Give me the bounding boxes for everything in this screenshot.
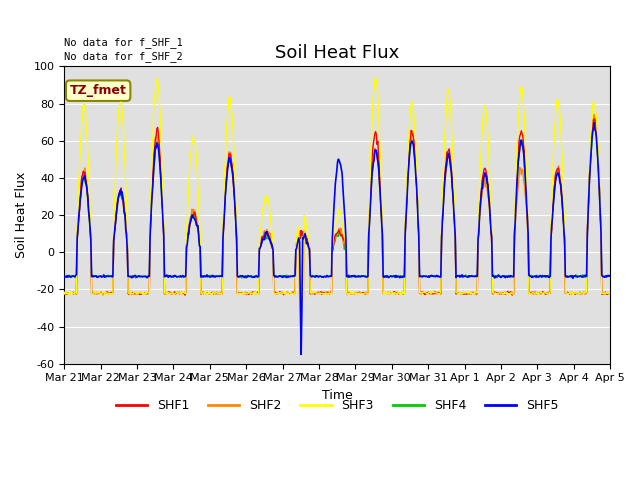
SHF4 (60, 274, 68, 279)
SHF4 (211, 274, 218, 279)
SHF4 (238, 275, 246, 281)
SHF2 (211, 290, 218, 296)
SHF4 (590, 120, 598, 126)
Text: No data for f_SHF_1: No data for f_SHF_1 (64, 36, 183, 48)
Legend: SHF1, SHF2, SHF3, SHF4, SHF5: SHF1, SHF2, SHF3, SHF4, SHF5 (111, 394, 564, 417)
SHF2 (420, 290, 428, 296)
SHF2 (404, 166, 412, 172)
Line: SHF2: SHF2 (64, 114, 610, 299)
Y-axis label: Soil Heat Flux: Soil Heat Flux (15, 172, 28, 258)
SHF5 (60, 275, 68, 280)
SHF3 (70, 291, 78, 297)
SHF3 (421, 289, 429, 295)
SHF5 (211, 274, 218, 279)
SHF1 (606, 290, 614, 296)
SHF4 (182, 274, 189, 279)
Title: Soil Heat Flux: Soil Heat Flux (275, 44, 399, 62)
SHF1 (70, 289, 78, 295)
SHF3 (127, 289, 134, 295)
SHF3 (211, 291, 218, 297)
Text: No data for f_SHF_2: No data for f_SHF_2 (64, 51, 183, 62)
SHF2 (127, 289, 134, 295)
Line: SHF5: SHF5 (64, 122, 610, 354)
SHF5 (420, 273, 428, 279)
SHF5 (404, 170, 412, 176)
X-axis label: Time: Time (322, 389, 353, 402)
SHF1 (420, 289, 428, 295)
SHF5 (590, 120, 598, 125)
SHF3 (296, 301, 303, 307)
SHF2 (296, 296, 303, 301)
SHF1 (182, 243, 190, 249)
SHF3 (405, 132, 413, 137)
SHF2 (182, 290, 189, 296)
SHF5 (606, 273, 614, 279)
SHF5 (127, 274, 134, 280)
SHF4 (70, 273, 78, 279)
SHF4 (404, 170, 412, 176)
SHF1 (211, 290, 219, 296)
SHF3 (182, 291, 189, 297)
SHF1 (181, 292, 189, 298)
SHF4 (420, 273, 428, 279)
SHF4 (127, 274, 134, 279)
SHF4 (606, 273, 614, 279)
SHF1 (60, 289, 68, 295)
SHF5 (298, 351, 305, 357)
SHF5 (70, 274, 78, 279)
SHF3 (606, 290, 614, 296)
Line: SHF4: SHF4 (64, 123, 610, 278)
SHF1 (404, 163, 412, 168)
SHF2 (606, 289, 614, 295)
Line: SHF3: SHF3 (64, 77, 610, 304)
SHF3 (60, 291, 68, 297)
SHF2 (70, 291, 78, 297)
SHF3 (372, 74, 380, 80)
SHF2 (60, 289, 68, 295)
Line: SHF1: SHF1 (64, 119, 610, 295)
Text: TZ_fmet: TZ_fmet (70, 84, 127, 97)
SHF1 (590, 116, 598, 122)
SHF5 (182, 273, 189, 279)
SHF2 (590, 111, 598, 117)
SHF1 (127, 290, 134, 296)
